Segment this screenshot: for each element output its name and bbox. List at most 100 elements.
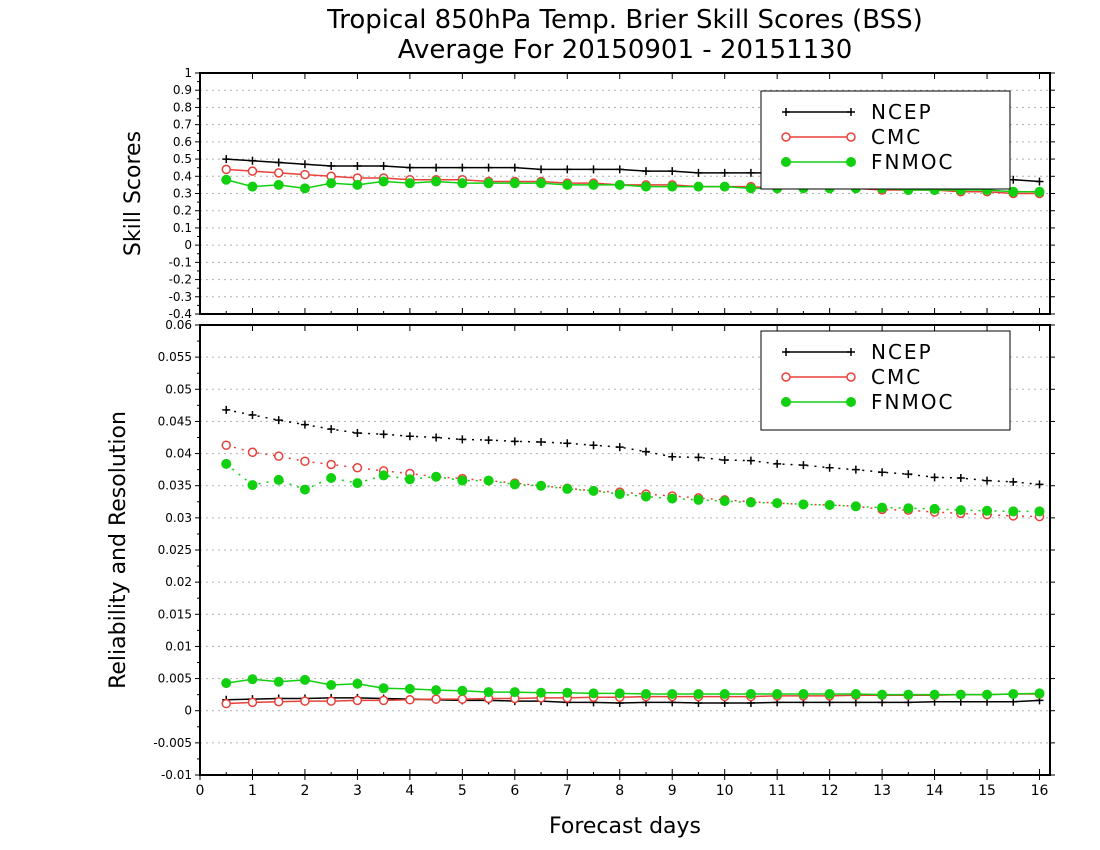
data-point-fnmoc bbox=[719, 496, 730, 507]
y-tick-label: 0.3 bbox=[173, 187, 192, 201]
data-point-ncep bbox=[615, 165, 624, 174]
data-point-fnmoc bbox=[483, 475, 494, 486]
data-point-fnmoc bbox=[273, 474, 284, 485]
data-point-ncep bbox=[379, 430, 388, 439]
data-point-ncep bbox=[799, 461, 808, 470]
data-point-cmc bbox=[247, 447, 258, 458]
data-point-fnmoc bbox=[614, 489, 625, 500]
data-point-ncep bbox=[1009, 175, 1018, 184]
data-point-fnmoc bbox=[614, 179, 625, 190]
data-point-ncep bbox=[983, 476, 992, 485]
y-tick-label: -0.2 bbox=[169, 273, 192, 287]
legend-box bbox=[760, 330, 1011, 431]
x-tick-label: 1 bbox=[248, 783, 257, 799]
legend-label-ncep: NCEP bbox=[871, 340, 933, 364]
data-point-fnmoc bbox=[247, 480, 258, 491]
data-point-fnmoc bbox=[509, 479, 520, 490]
data-point-ncep bbox=[720, 168, 729, 177]
data-point-ncep bbox=[379, 161, 388, 170]
data-point-fnmoc bbox=[431, 685, 442, 696]
data-point-ncep bbox=[248, 156, 257, 165]
data-point-cmc bbox=[405, 695, 415, 705]
data-point-ncep bbox=[274, 416, 283, 425]
data-point-fnmoc bbox=[693, 494, 704, 505]
data-point-fnmoc bbox=[483, 687, 494, 698]
data-point-ncep bbox=[851, 465, 860, 474]
legend-label-fnmoc: FNMOC bbox=[871, 390, 954, 414]
data-point-ncep bbox=[904, 470, 913, 479]
legend-marker-fnmoc bbox=[846, 157, 856, 167]
data-point-fnmoc bbox=[903, 503, 914, 514]
legend-marker-ncep bbox=[847, 348, 855, 356]
data-point-fnmoc bbox=[1034, 506, 1045, 517]
data-point-fnmoc bbox=[745, 183, 756, 194]
data-point-cmc bbox=[352, 462, 363, 473]
y-tick-label: -0.1 bbox=[169, 255, 192, 269]
x-tick-label: 2 bbox=[300, 783, 309, 799]
data-point-ncep bbox=[641, 447, 650, 456]
data-point-fnmoc bbox=[431, 176, 442, 187]
data-point-ncep bbox=[641, 167, 650, 176]
data-point-ncep bbox=[589, 441, 598, 450]
y-tick-label: 0.01 bbox=[165, 639, 192, 653]
data-point-fnmoc bbox=[798, 499, 809, 510]
data-point-fnmoc bbox=[378, 176, 389, 187]
data-point-ncep bbox=[484, 436, 493, 445]
data-point-fnmoc bbox=[903, 689, 914, 700]
data-point-ncep bbox=[405, 163, 414, 172]
x-tick-label: 14 bbox=[926, 783, 944, 799]
data-point-ncep bbox=[956, 474, 965, 482]
data-point-fnmoc bbox=[326, 680, 337, 690]
x-tick-label: 3 bbox=[353, 783, 362, 799]
x-tick-label: 7 bbox=[563, 783, 572, 799]
data-point-ncep bbox=[694, 453, 703, 462]
data-point-fnmoc bbox=[1034, 186, 1045, 197]
data-point-fnmoc bbox=[588, 485, 599, 496]
x-tick-label: 12 bbox=[821, 783, 839, 799]
data-point-fnmoc bbox=[404, 178, 415, 189]
data-point-fnmoc bbox=[273, 179, 284, 190]
data-point-fnmoc bbox=[640, 181, 651, 192]
series-line-cmc bbox=[226, 444, 1040, 518]
legend-box bbox=[760, 90, 1011, 190]
data-point-ncep bbox=[1035, 480, 1044, 489]
data-point-ncep bbox=[327, 161, 336, 170]
legend-marker-cmc bbox=[781, 132, 791, 142]
y-tick-label: 0.025 bbox=[158, 543, 192, 557]
data-point-fnmoc bbox=[326, 473, 337, 483]
x-tick-label: 15 bbox=[978, 783, 996, 799]
data-point-ncep bbox=[746, 168, 755, 177]
y-tick-label: 0 bbox=[184, 704, 192, 718]
data-point-ncep bbox=[327, 425, 336, 434]
x-axis-label: Forecast days bbox=[549, 814, 701, 839]
data-point-ncep bbox=[405, 432, 414, 441]
data-point-fnmoc bbox=[955, 689, 966, 700]
data-point-ncep bbox=[432, 163, 441, 172]
y-tick-label: 0.03 bbox=[165, 511, 192, 525]
data-point-fnmoc bbox=[352, 678, 363, 689]
data-point-fnmoc bbox=[824, 500, 835, 510]
x-tick-label: 9 bbox=[668, 783, 677, 799]
y-tick-label: 0.035 bbox=[158, 479, 192, 493]
data-point-fnmoc bbox=[798, 689, 809, 699]
x-tick-label: 11 bbox=[768, 783, 786, 799]
data-point-ncep bbox=[1009, 697, 1018, 706]
data-point-fnmoc bbox=[352, 478, 363, 489]
data-point-fnmoc bbox=[457, 178, 468, 189]
y-tick-label: 0.055 bbox=[158, 350, 192, 364]
data-point-cmc bbox=[326, 459, 336, 470]
data-point-cmc bbox=[300, 456, 310, 467]
data-point-fnmoc bbox=[588, 179, 599, 190]
data-point-fnmoc bbox=[326, 178, 337, 189]
data-point-cmc bbox=[457, 694, 468, 704]
legend-label-cmc: CMC bbox=[871, 365, 922, 389]
y-tick-label: 0.2 bbox=[173, 204, 192, 218]
chart-title-line1: Tropical 850hPa Temp. Brier Skill Scores… bbox=[326, 5, 923, 35]
legend-marker-fnmoc bbox=[781, 157, 791, 167]
legend-marker-fnmoc bbox=[846, 397, 856, 407]
y-tick-label: -0.005 bbox=[153, 736, 192, 750]
series-line-ncep bbox=[226, 409, 1040, 486]
data-point-cmc bbox=[221, 164, 231, 175]
